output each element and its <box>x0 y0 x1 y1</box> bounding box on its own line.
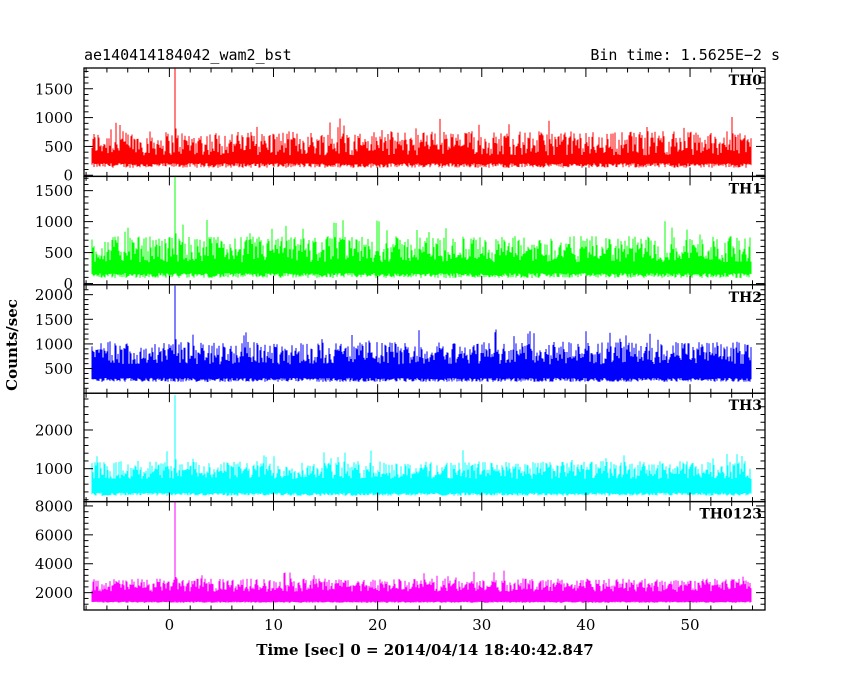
panel-th0: TH0 0 500 1000 1500 <box>35 67 766 185</box>
panel-label: TH1 <box>729 181 762 197</box>
panels-group: TH0050010001500TH1050010001500TH25001000… <box>35 67 766 634</box>
title-left: ae140414184042_wam2_bst <box>84 46 292 64</box>
x-tick-label: 20 <box>368 616 387 634</box>
y-tick-label: 4000 <box>35 555 73 573</box>
y-tick-label: 8000 <box>35 497 73 515</box>
x-tick-label: 30 <box>472 616 491 634</box>
series-line-th2 <box>91 285 752 382</box>
y-axis-label: Counts/sec <box>3 299 21 391</box>
series-line-th1 <box>91 177 752 278</box>
y-tick-label: 1500 <box>35 311 73 329</box>
panel-label: TH0123 <box>699 507 762 523</box>
y-tick-label: 1500 <box>35 80 73 98</box>
y-tick-label: 1000 <box>35 109 73 127</box>
panel-label: TH0 <box>729 73 763 89</box>
panel-label: TH3 <box>729 398 762 414</box>
panel-th3: TH3 1000 2000 <box>35 392 766 503</box>
panel-frame <box>83 500 766 611</box>
panel-th1: TH1 0 500 1000 1500 <box>35 175 766 293</box>
x-tick-label: 40 <box>576 616 595 634</box>
series-line-th0 <box>91 68 752 168</box>
y-tick-label: 0 <box>63 167 73 185</box>
y-tick-label: 500 <box>44 138 73 156</box>
y-tick-label: 500 <box>44 360 73 378</box>
y-tick-label: 500 <box>44 244 73 262</box>
title-right: Bin time: 1.5625E−2 s <box>590 46 780 64</box>
y-tick-label: 2000 <box>35 584 73 602</box>
series-line-th0123 <box>91 501 752 603</box>
y-tick-label: 6000 <box>35 526 73 544</box>
y-tick-label: 2000 <box>35 421 73 439</box>
y-tick-label: 1000 <box>35 335 73 353</box>
y-tick-label: 1500 <box>35 182 73 200</box>
x-axis-label: Time [sec] 0 = 2014/04/14 18:40:42.847 <box>256 641 593 659</box>
y-tick-label: 1000 <box>35 213 73 231</box>
x-tick-label: 0 <box>165 616 175 634</box>
y-tick-label: 2000 <box>35 286 73 304</box>
y-tick-label: 0 <box>63 275 73 293</box>
x-tick-label: 50 <box>680 616 699 634</box>
panel-label: TH2 <box>729 290 762 306</box>
panel-th2: TH2 500 1000 1500 2000 <box>35 284 766 394</box>
panel-th0123: TH0123 2000 4000 6000 8000 <box>35 497 766 611</box>
series-line-th3 <box>91 395 752 496</box>
x-tick-label: 10 <box>264 616 283 634</box>
y-tick-label: 1000 <box>35 460 73 478</box>
